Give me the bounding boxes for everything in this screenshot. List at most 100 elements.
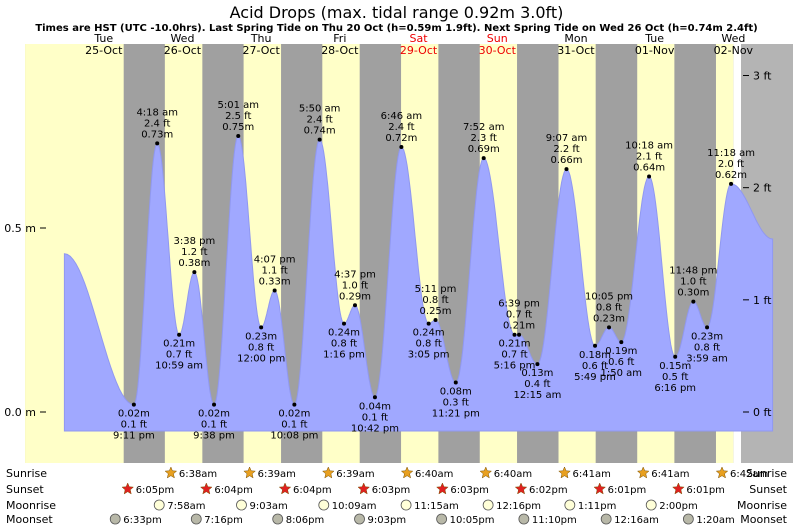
high-tide-m: 0.74m bbox=[304, 126, 336, 137]
low-tide-m: 0.13m bbox=[521, 368, 553, 379]
high-tide-m: 0.73m bbox=[141, 129, 173, 140]
moonset-icon bbox=[600, 513, 612, 525]
moonrise-time: 10:09am bbox=[332, 501, 377, 512]
sunset-icon bbox=[436, 482, 449, 495]
low-tide-time: 9:38 pm bbox=[193, 431, 235, 442]
moonset-icon bbox=[109, 513, 121, 525]
sunrise-time: 6:42am bbox=[730, 469, 768, 480]
high-tide-ft: 2.3 ft bbox=[471, 133, 497, 144]
sunset-time: 6:01pm bbox=[608, 485, 647, 496]
low-tide-time: 1:50 am bbox=[601, 368, 643, 379]
high-tide-time: 4:18 am bbox=[136, 107, 178, 118]
moonset-time: 7:16pm bbox=[204, 515, 243, 525]
sunrise-icon bbox=[715, 466, 729, 479]
moonrise-icon bbox=[236, 499, 247, 511]
high-tide-time: 6:39 pm bbox=[498, 299, 540, 310]
high-tide-point bbox=[647, 174, 652, 179]
moonrise-time: 1:11pm bbox=[578, 501, 617, 512]
high-tide-m: 0.38m bbox=[178, 258, 210, 269]
high-tide-point bbox=[481, 156, 486, 161]
low-tide-point bbox=[593, 343, 598, 348]
low-tide-point bbox=[177, 332, 182, 337]
day-labels: Tue25-OctWed26-OctThu27-OctFri28-OctSat2… bbox=[85, 32, 753, 57]
low-tide-ft: 0.1 ft bbox=[201, 420, 227, 431]
sunset-icon bbox=[357, 482, 371, 495]
day-date-label: 26-Oct bbox=[164, 44, 202, 57]
low-tide-ft: 0.3 ft bbox=[443, 398, 469, 409]
high-tide-time: 5:50 am bbox=[299, 104, 341, 115]
sunrise-icon bbox=[479, 466, 493, 479]
low-tide-time: 5:49 pm bbox=[574, 372, 616, 383]
right-axis-tick-label: 2 ft bbox=[753, 182, 772, 195]
moonrise-time: 2:00pm bbox=[659, 501, 698, 512]
low-tide-point bbox=[292, 402, 297, 407]
sunrise-row-label-left: Sunrise bbox=[6, 467, 47, 480]
low-tide-ft: 0.6 ft bbox=[582, 361, 608, 372]
low-tide-point bbox=[131, 402, 136, 407]
day-name-label: Fri bbox=[333, 32, 346, 45]
low-tide-m: 0.15m bbox=[659, 361, 691, 372]
moonrise-icon bbox=[153, 499, 165, 511]
sunset-icon bbox=[593, 482, 607, 495]
high-tide-point bbox=[272, 288, 277, 293]
moonrise-icon bbox=[482, 499, 494, 511]
low-tide-m: 0.21m bbox=[499, 339, 531, 350]
moonset-icon bbox=[436, 513, 448, 525]
low-tide-time: 3:59 am bbox=[686, 353, 728, 364]
day-name-label: Tue bbox=[644, 32, 664, 45]
astronomy-rows: Sunrise Sunrise Sunset Sunset Moonrise Moonri… bbox=[6, 466, 788, 525]
high-tide-time: 10:18 am bbox=[625, 140, 673, 151]
low-tide-ft: 0.8 ft bbox=[248, 342, 274, 353]
low-tide-ft: 0.5 ft bbox=[662, 372, 688, 383]
high-tide-m: 0.72m bbox=[385, 133, 417, 144]
low-tide-point bbox=[259, 325, 264, 330]
day-name-label: Sun bbox=[487, 32, 508, 45]
moonset-icon bbox=[354, 513, 365, 525]
day-date-label: 28-Oct bbox=[321, 44, 359, 57]
low-tide-point bbox=[212, 402, 217, 407]
sunrise-time: 6:41am bbox=[573, 469, 611, 480]
high-tide-time: 3:38 pm bbox=[173, 236, 215, 247]
moonset-time: 11:10pm bbox=[532, 515, 577, 525]
day-name-label: Mon bbox=[564, 32, 587, 45]
high-tide-ft: 1.0 ft bbox=[342, 280, 368, 291]
right-axis-tick-label: 1 ft bbox=[753, 294, 772, 307]
sunrise-time: 6:40am bbox=[415, 469, 453, 480]
sunset-time: 6:03pm bbox=[450, 485, 489, 496]
high-tide-point bbox=[352, 303, 357, 308]
moonset-time: 6:33pm bbox=[123, 515, 162, 525]
high-tide-m: 0.66m bbox=[550, 155, 582, 166]
low-tide-point bbox=[372, 395, 377, 400]
high-tide-ft: 1.0 ft bbox=[680, 277, 706, 288]
low-tide-ft: 0.1 ft bbox=[121, 420, 147, 431]
high-tide-time: 11:48 pm bbox=[669, 266, 717, 277]
low-tide-m: 0.24m bbox=[328, 328, 360, 339]
sunrise-icon bbox=[321, 466, 335, 479]
day-name-label: Tue bbox=[93, 32, 113, 45]
low-tide-time: 9:11 pm bbox=[113, 431, 155, 442]
sunrise-row-label-right: Sunrise bbox=[746, 467, 787, 480]
left-axis-tick-label: 0.0 m bbox=[4, 406, 36, 419]
low-tide-point bbox=[673, 354, 678, 359]
low-tide-ft: 0.1 ft bbox=[281, 420, 307, 431]
high-tide-point bbox=[607, 325, 612, 330]
high-tide-ft: 2.4 ft bbox=[306, 115, 332, 126]
high-tide-m: 0.23m bbox=[593, 313, 625, 324]
day-date-label: 01-Nov bbox=[635, 44, 675, 57]
sunrise-time: 6:40am bbox=[494, 469, 532, 480]
low-tide-time: 10:59 am bbox=[155, 361, 203, 372]
low-tide-time: 10:42 pm bbox=[351, 423, 399, 434]
high-tide-time: 5:11 pm bbox=[415, 284, 457, 295]
high-tide-m: 0.29m bbox=[339, 291, 371, 302]
low-tide-point bbox=[705, 325, 710, 330]
sunrise-icon bbox=[243, 466, 256, 479]
high-tide-m: 0.75m bbox=[222, 122, 254, 133]
low-tide-m: 0.02m bbox=[198, 409, 230, 420]
high-tide-point bbox=[691, 299, 696, 304]
low-tide-point bbox=[342, 321, 347, 326]
right-axis-tick-label: 3 ft bbox=[753, 70, 772, 83]
high-tide-ft: 2.0 ft bbox=[718, 159, 744, 170]
moonset-icon bbox=[518, 513, 530, 525]
low-tide-m: 0.04m bbox=[359, 401, 391, 412]
high-tide-m: 0.62m bbox=[715, 170, 747, 181]
